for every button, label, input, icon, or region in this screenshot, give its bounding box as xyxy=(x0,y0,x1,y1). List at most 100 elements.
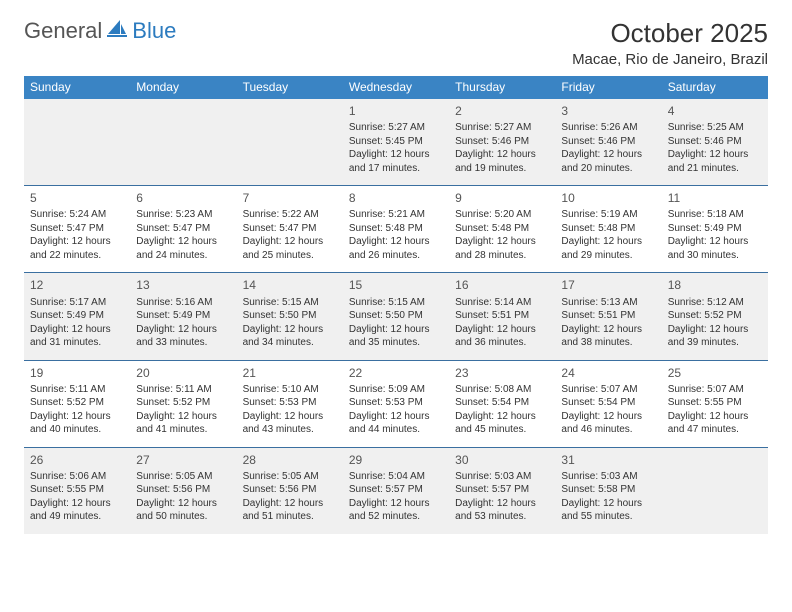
sunset-text: Sunset: 5:56 PM xyxy=(243,483,337,497)
daylight-text: Daylight: 12 hours xyxy=(455,148,549,162)
daylight-text: and 34 minutes. xyxy=(243,336,337,350)
day-cell: 5Sunrise: 5:24 AMSunset: 5:47 PMDaylight… xyxy=(24,186,130,272)
day-number: 4 xyxy=(668,103,762,119)
daylight-text: Daylight: 12 hours xyxy=(136,235,230,249)
day-cell: 27Sunrise: 5:05 AMSunset: 5:56 PMDayligh… xyxy=(130,448,236,534)
day-number: 26 xyxy=(30,452,124,468)
day-cell: 30Sunrise: 5:03 AMSunset: 5:57 PMDayligh… xyxy=(449,448,555,534)
weekday-header: Monday xyxy=(130,76,236,99)
sunrise-text: Sunrise: 5:08 AM xyxy=(455,383,549,397)
daylight-text: Daylight: 12 hours xyxy=(136,497,230,511)
sunrise-text: Sunrise: 5:23 AM xyxy=(136,208,230,222)
sunset-text: Sunset: 5:45 PM xyxy=(349,135,443,149)
month-title: October 2025 xyxy=(572,18,768,49)
day-number: 18 xyxy=(668,277,762,293)
daylight-text: Daylight: 12 hours xyxy=(455,235,549,249)
sunset-text: Sunset: 5:56 PM xyxy=(136,483,230,497)
sunrise-text: Sunrise: 5:16 AM xyxy=(136,296,230,310)
daylight-text: and 51 minutes. xyxy=(243,510,337,524)
daylight-text: and 19 minutes. xyxy=(455,162,549,176)
sunrise-text: Sunrise: 5:22 AM xyxy=(243,208,337,222)
sunset-text: Sunset: 5:46 PM xyxy=(455,135,549,149)
day-number: 7 xyxy=(243,190,337,206)
day-cell: 21Sunrise: 5:10 AMSunset: 5:53 PMDayligh… xyxy=(237,361,343,447)
day-number: 29 xyxy=(349,452,443,468)
sunrise-text: Sunrise: 5:25 AM xyxy=(668,121,762,135)
sunrise-text: Sunrise: 5:17 AM xyxy=(30,296,124,310)
week-row: 1Sunrise: 5:27 AMSunset: 5:45 PMDaylight… xyxy=(24,99,768,185)
sunset-text: Sunset: 5:49 PM xyxy=(136,309,230,323)
sunset-text: Sunset: 5:55 PM xyxy=(30,483,124,497)
day-cell: 9Sunrise: 5:20 AMSunset: 5:48 PMDaylight… xyxy=(449,186,555,272)
weekday-header: Friday xyxy=(555,76,661,99)
daylight-text: and 24 minutes. xyxy=(136,249,230,263)
day-cell: 20Sunrise: 5:11 AMSunset: 5:52 PMDayligh… xyxy=(130,361,236,447)
day-number: 24 xyxy=(561,365,655,381)
sunrise-text: Sunrise: 5:05 AM xyxy=(136,470,230,484)
daylight-text: Daylight: 12 hours xyxy=(349,148,443,162)
sunset-text: Sunset: 5:47 PM xyxy=(136,222,230,236)
sunrise-text: Sunrise: 5:20 AM xyxy=(455,208,549,222)
day-cell: 22Sunrise: 5:09 AMSunset: 5:53 PMDayligh… xyxy=(343,361,449,447)
day-number: 30 xyxy=(455,452,549,468)
page-header: General Blue October 2025 Macae, Rio de … xyxy=(24,18,768,68)
sunrise-text: Sunrise: 5:11 AM xyxy=(30,383,124,397)
day-number: 28 xyxy=(243,452,337,468)
daylight-text: and 33 minutes. xyxy=(136,336,230,350)
sunset-text: Sunset: 5:48 PM xyxy=(455,222,549,236)
week-row: 26 Sunrise: 5:06 AMSunset: 5:55 PM Dayligh… xyxy=(24,447,768,534)
day-cell: 7Sunrise: 5:22 AMSunset: 5:47 PMDaylight… xyxy=(237,186,343,272)
day-cell: 25Sunrise: 5:07 AMSunset: 5:55 PMDayligh… xyxy=(662,361,768,447)
day-number: 13 xyxy=(136,277,230,293)
day-cell xyxy=(24,99,130,185)
day-cell: 11Sunrise: 5:18 AMSunset: 5:49 PMDayligh… xyxy=(662,186,768,272)
sunrise-text: Sunrise: 5:27 AM xyxy=(349,121,443,135)
sunrise-text: Sunrise: 5:07 AM xyxy=(561,383,655,397)
weekday-header-row: SundayMondayTuesdayWednesdayThursdayFrid… xyxy=(24,76,768,99)
day-number: 15 xyxy=(349,277,443,293)
calendar-page: General Blue October 2025 Macae, Rio de … xyxy=(0,0,792,534)
daylight-text: and 44 minutes. xyxy=(349,423,443,437)
sunset-text: Sunset: 5:52 PM xyxy=(30,396,124,410)
day-number: 3 xyxy=(561,103,655,119)
day-cell: 13Sunrise: 5:16 AMSunset: 5:49 PMDayligh… xyxy=(130,273,236,359)
day-cell xyxy=(237,99,343,185)
week-row: 12Sunrise: 5:17 AMSunset: 5:49 PMDayligh… xyxy=(24,272,768,359)
daylight-text: and 20 minutes. xyxy=(561,162,655,176)
sunrise-text: Sunrise: 5:04 AM xyxy=(349,470,443,484)
day-cell: 29Sunrise: 5:04 AMSunset: 5:57 PMDayligh… xyxy=(343,448,449,534)
daylight-text: and 53 minutes. xyxy=(455,510,549,524)
day-cell xyxy=(130,99,236,185)
day-cell: 19Sunrise: 5:11 AMSunset: 5:52 PMDayligh… xyxy=(24,361,130,447)
daylight-text: and 39 minutes. xyxy=(668,336,762,350)
daylight-text: Daylight: 12 hours xyxy=(243,410,337,424)
sunrise-text: Sunrise: 5:06 AM xyxy=(30,470,124,484)
daylight-text: Daylight: 12 hours xyxy=(561,148,655,162)
daylight-text: and 52 minutes. xyxy=(349,510,443,524)
sunset-text: Sunset: 5:49 PM xyxy=(30,309,124,323)
daylight-text: Daylight: 12 hours xyxy=(243,497,337,511)
sunset-text: Sunset: 5:48 PM xyxy=(349,222,443,236)
sunrise-text: Sunrise: 5:10 AM xyxy=(243,383,337,397)
day-cell: 4Sunrise: 5:25 AMSunset: 5:46 PMDaylight… xyxy=(662,99,768,185)
daylight-text: and 43 minutes. xyxy=(243,423,337,437)
sunset-text: Sunset: 5:50 PM xyxy=(243,309,337,323)
daylight-text: and 35 minutes. xyxy=(349,336,443,350)
sunrise-text: Sunrise: 5:07 AM xyxy=(668,383,762,397)
title-block: October 2025 Macae, Rio de Janeiro, Braz… xyxy=(572,18,768,68)
weekday-header: Saturday xyxy=(662,76,768,99)
day-cell xyxy=(662,448,768,534)
daylight-text: and 45 minutes. xyxy=(455,423,549,437)
sunset-text: Sunset: 5:49 PM xyxy=(668,222,762,236)
day-number: 20 xyxy=(136,365,230,381)
sunrise-text: Sunrise: 5:12 AM xyxy=(668,296,762,310)
day-cell: 31Sunrise: 5:03 AMSunset: 5:58 PMDayligh… xyxy=(555,448,661,534)
sail-icon xyxy=(106,18,128,44)
sunrise-text: Sunrise: 5:18 AM xyxy=(668,208,762,222)
sunset-text: Sunset: 5:53 PM xyxy=(243,396,337,410)
sunset-text: Sunset: 5:57 PM xyxy=(349,483,443,497)
daylight-text: and 38 minutes. xyxy=(561,336,655,350)
sunset-text: Sunset: 5:47 PM xyxy=(243,222,337,236)
day-number: 16 xyxy=(455,277,549,293)
day-number: 17 xyxy=(561,277,655,293)
